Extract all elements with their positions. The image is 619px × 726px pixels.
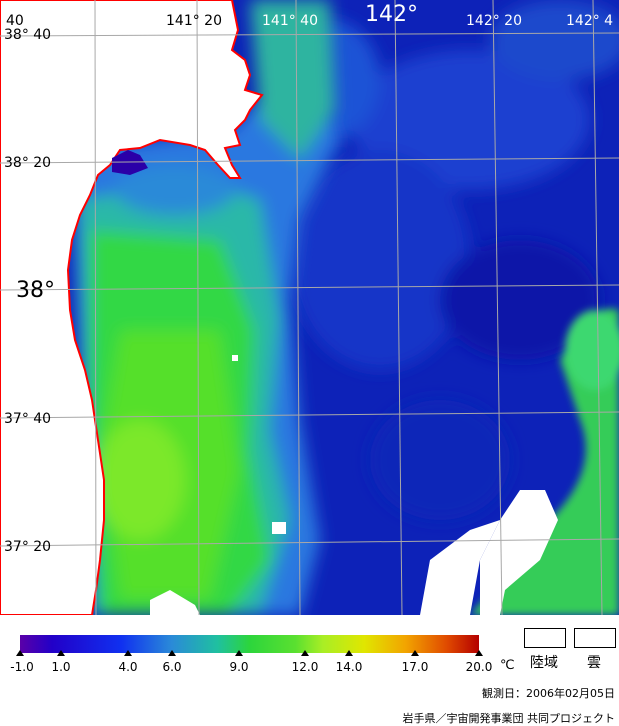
credit-text: 岩手県／宇宙開発事業団 共同プロジェクト xyxy=(402,712,616,725)
cloud-key-label: 雲 xyxy=(587,655,601,671)
land-key-swatch xyxy=(524,628,566,648)
lon-label: 141° xyxy=(66,2,119,27)
scale-tick-label: -1.0 xyxy=(10,660,34,674)
scale-tick xyxy=(124,650,132,656)
lat-label: 38° 40 xyxy=(4,27,52,43)
lat-label: 37° 40 xyxy=(4,411,52,427)
scale-tick xyxy=(168,650,176,656)
scale-tick xyxy=(57,650,65,656)
scale-tick-label: 9.0 xyxy=(229,660,249,674)
scale-tick-label: 4.0 xyxy=(118,660,138,674)
land-area xyxy=(0,0,264,615)
warm-current xyxy=(470,308,619,615)
land-key-label: 陸域 xyxy=(530,655,558,671)
lat-label: 38° xyxy=(16,278,55,303)
scale-tick-label: 20.0 xyxy=(465,660,493,674)
cloud-patch xyxy=(480,490,558,615)
scale-tick-label: 17.0 xyxy=(401,660,429,674)
lon-label: 141° 20 xyxy=(166,13,222,29)
cloud-patch xyxy=(232,355,238,361)
coastal-water xyxy=(70,0,340,615)
scale-tick xyxy=(301,650,309,656)
observation-date: 観測日：2006年02月05日 xyxy=(482,687,615,700)
scale-tick xyxy=(16,650,24,656)
cloud-patch xyxy=(272,522,286,534)
graticule xyxy=(0,0,619,615)
sea-temperature-map xyxy=(0,0,619,615)
scale-tick-label: 6.0 xyxy=(162,660,182,674)
scale-tick-label: 1.0 xyxy=(51,660,71,674)
cloud-key-swatch xyxy=(574,628,616,648)
lon-label: 142° 4 xyxy=(566,13,614,29)
cloud-patch xyxy=(150,590,200,615)
scale-tick xyxy=(411,650,419,656)
bay-shallow xyxy=(112,150,148,175)
scale-tick-label: 12.0 xyxy=(291,660,319,674)
lon-label: 142° xyxy=(365,2,418,27)
lat-label-extra: 40 xyxy=(6,13,24,29)
cloud-patch xyxy=(420,520,500,615)
scale-tick xyxy=(235,650,243,656)
scale-tick xyxy=(475,650,483,656)
lat-label: 38° 20 xyxy=(4,155,52,171)
lon-label: 142° 20 xyxy=(466,13,522,29)
scale-unit: ℃ xyxy=(500,658,515,673)
scale-tick-label: 14.0 xyxy=(335,660,363,674)
temperature-color-scale xyxy=(20,635,479,653)
scale-tick xyxy=(345,650,353,656)
lat-label: 37° 20 xyxy=(4,539,52,555)
lon-label: 141° 40 xyxy=(262,13,318,29)
